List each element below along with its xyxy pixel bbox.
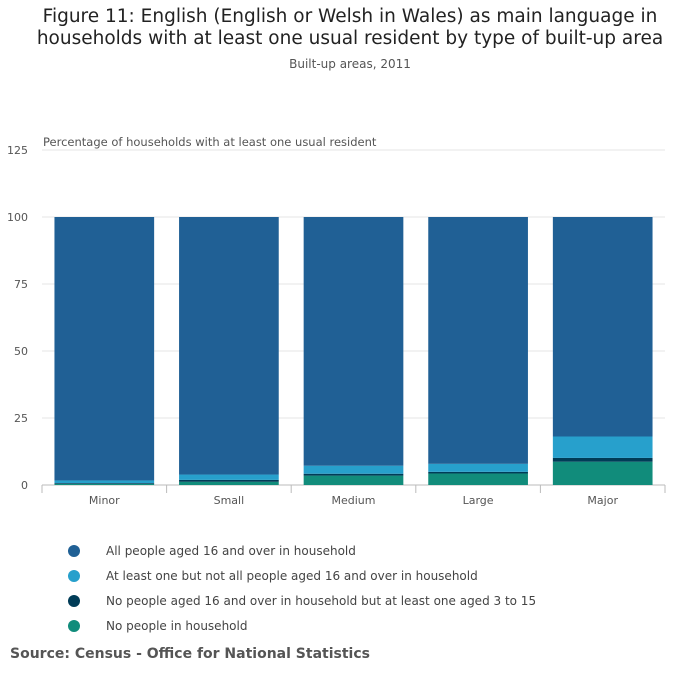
bar-segment bbox=[303, 465, 404, 474]
bar-segment bbox=[428, 217, 528, 464]
legend-item-some-adults[interactable]: At least one but not all people aged 16 … bbox=[68, 563, 536, 588]
chart-subtitle: Built-up areas, 2011 bbox=[289, 57, 411, 71]
chart-title-line-1: Figure 11: English (English or Welsh in … bbox=[42, 6, 658, 27]
bar-segment bbox=[303, 475, 404, 485]
chart-legend: All people aged 16 and over in household… bbox=[68, 538, 536, 638]
source-note: Source: Census - Office for National Sta… bbox=[10, 646, 370, 662]
bar-segment bbox=[179, 217, 279, 475]
bar-segment bbox=[54, 483, 155, 484]
legend-swatch bbox=[68, 594, 80, 607]
bar-segment bbox=[303, 473, 404, 476]
legend-item-children-only[interactable]: No people aged 16 and over in household … bbox=[68, 588, 536, 613]
x-tick-label: Medium bbox=[332, 494, 376, 507]
bar-segment bbox=[552, 461, 653, 485]
legend-label: No people in household bbox=[106, 618, 248, 633]
bar-segment bbox=[179, 479, 279, 482]
bar-segment bbox=[303, 217, 404, 466]
x-tick-label: Minor bbox=[89, 494, 120, 507]
legend-swatch bbox=[68, 569, 80, 582]
y-tick-label: 50 bbox=[14, 345, 28, 358]
x-tick-label: Major bbox=[587, 494, 618, 507]
y-axis-title: Percentage of households with at least o… bbox=[43, 135, 377, 149]
y-tick-label: 0 bbox=[21, 479, 28, 492]
legend-label: At least one but not all people aged 16 … bbox=[106, 568, 478, 583]
legend-item-no-people[interactable]: No people in household bbox=[68, 613, 536, 638]
y-tick-label: 100 bbox=[7, 211, 28, 224]
chart-title-line-2: households with at least one usual resid… bbox=[36, 28, 664, 49]
y-tick-label: 125 bbox=[7, 144, 28, 157]
chart-title: Figure 11: English (English or Welsh in … bbox=[0, 6, 700, 50]
bar-segment bbox=[54, 217, 155, 481]
bar-segment bbox=[552, 217, 653, 437]
bar-segment bbox=[428, 463, 528, 472]
legend-swatch bbox=[68, 619, 80, 632]
y-tick-label: 25 bbox=[14, 412, 28, 425]
legend-swatch bbox=[68, 544, 80, 557]
bar-segment bbox=[179, 481, 279, 485]
bar-segment bbox=[54, 480, 155, 484]
legend-label: All people aged 16 and over in household bbox=[106, 543, 356, 558]
legend-item-all-adults[interactable]: All people aged 16 and over in household bbox=[68, 538, 536, 563]
bar-segment bbox=[552, 436, 653, 458]
bar-segment bbox=[179, 474, 279, 480]
stacked-bar-chart: 0 25 50 75 100 125 Percentage of households wi… bbox=[7, 135, 666, 507]
legend-label: No people aged 16 and over in household … bbox=[106, 593, 537, 608]
bar-segment bbox=[54, 483, 155, 485]
x-tick-label: Small bbox=[214, 494, 245, 507]
y-tick-label: 75 bbox=[14, 278, 28, 291]
x-tick-label: Large bbox=[463, 494, 494, 507]
bar-segment bbox=[552, 457, 653, 462]
bar-segment bbox=[428, 473, 528, 485]
bar-segment bbox=[428, 471, 528, 474]
